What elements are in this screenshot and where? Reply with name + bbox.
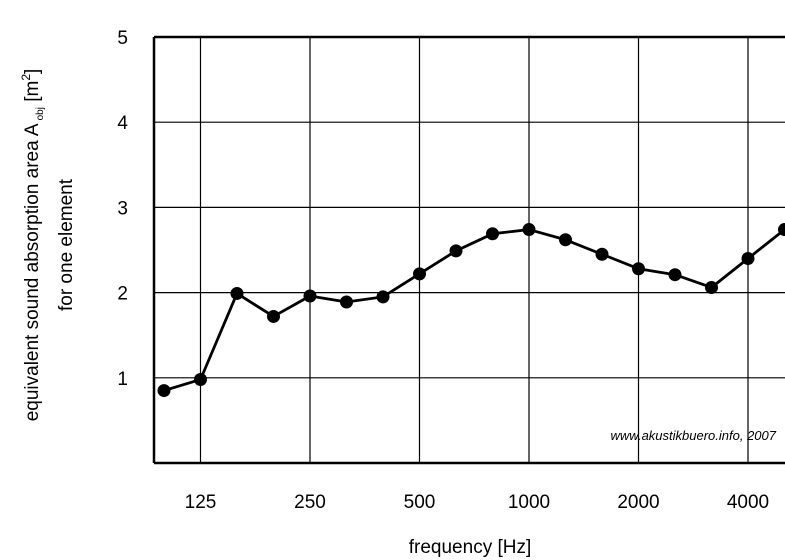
y-tick-label: 5	[117, 28, 128, 49]
data-point	[267, 309, 280, 323]
axes	[152, 37, 785, 465]
data-point	[340, 295, 353, 309]
data-point	[303, 289, 317, 303]
data-point	[230, 286, 244, 300]
data-point	[449, 244, 463, 258]
y-axis-label-line1: equivalent sound absorption area Aobj [m…	[19, 69, 46, 422]
data-point	[705, 280, 718, 294]
data-point	[194, 373, 207, 387]
data-series	[157, 223, 785, 398]
data-point	[595, 247, 609, 261]
data-point	[157, 384, 171, 398]
x-tick-label: 2000	[617, 492, 659, 513]
series-line	[163, 228, 785, 392]
watermark-annotation: www.akustikbuero.info, 2007	[611, 428, 777, 443]
y-tick-label: 3	[117, 198, 128, 219]
x-tick-label: 250	[294, 492, 326, 513]
data-point	[741, 252, 755, 266]
x-tick-labels: 125 250 500 1000 2000 4000	[185, 492, 769, 513]
x-tick-label: 4000	[727, 492, 769, 513]
data-point	[486, 227, 499, 241]
x-axis-label: frequency [Hz]	[409, 537, 532, 558]
data-point	[376, 290, 390, 304]
x-tick-label: 1000	[508, 492, 550, 513]
y-tick-labels: 1 2 3 4 5	[117, 28, 128, 390]
data-point	[559, 233, 572, 247]
y-tick-label: 2	[117, 284, 128, 305]
y-axis-label-line2: for one element	[56, 178, 77, 311]
x-tick-label: 500	[404, 492, 436, 513]
data-point	[632, 262, 645, 276]
data-point	[522, 223, 536, 237]
data-point	[668, 268, 682, 282]
x-tick-label: 125	[185, 492, 217, 513]
grid-lines	[154, 35, 785, 463]
data-point	[413, 267, 426, 281]
y-tick-label: 4	[117, 113, 128, 134]
data-point	[778, 223, 785, 237]
y-tick-label: 1	[117, 369, 128, 390]
